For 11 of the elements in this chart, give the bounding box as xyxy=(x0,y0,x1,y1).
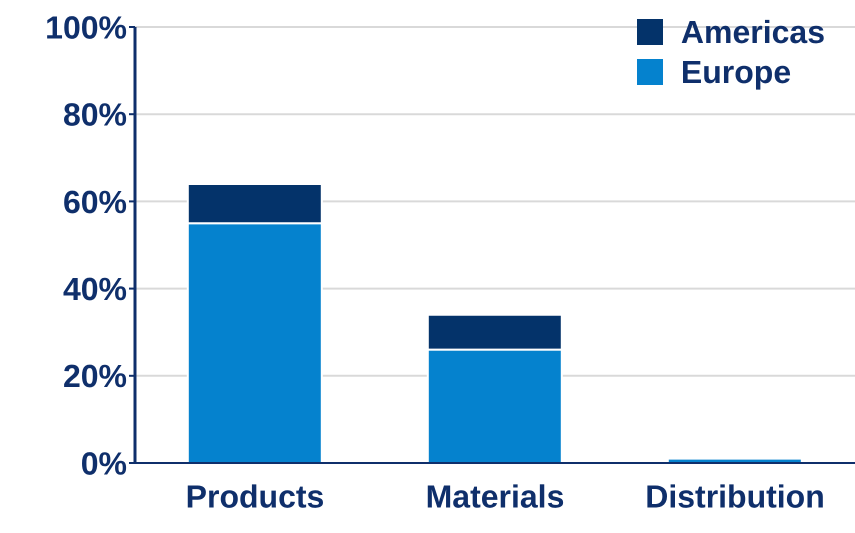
legend-label: Europe xyxy=(680,54,792,90)
y-tick-label: 60% xyxy=(62,184,127,220)
legend-label: Americas xyxy=(680,14,825,50)
x-tick-label: Products xyxy=(186,478,324,515)
y-tick-label: 40% xyxy=(62,270,127,307)
y-tick-label: 80% xyxy=(62,96,127,133)
y-tick-label: 20% xyxy=(62,358,127,394)
x-tick-label: Materials xyxy=(426,478,564,515)
y-tick-label: 100% xyxy=(45,9,127,46)
x-tick-label: Distribution xyxy=(645,478,825,515)
y-tick-label: 0% xyxy=(80,445,127,482)
